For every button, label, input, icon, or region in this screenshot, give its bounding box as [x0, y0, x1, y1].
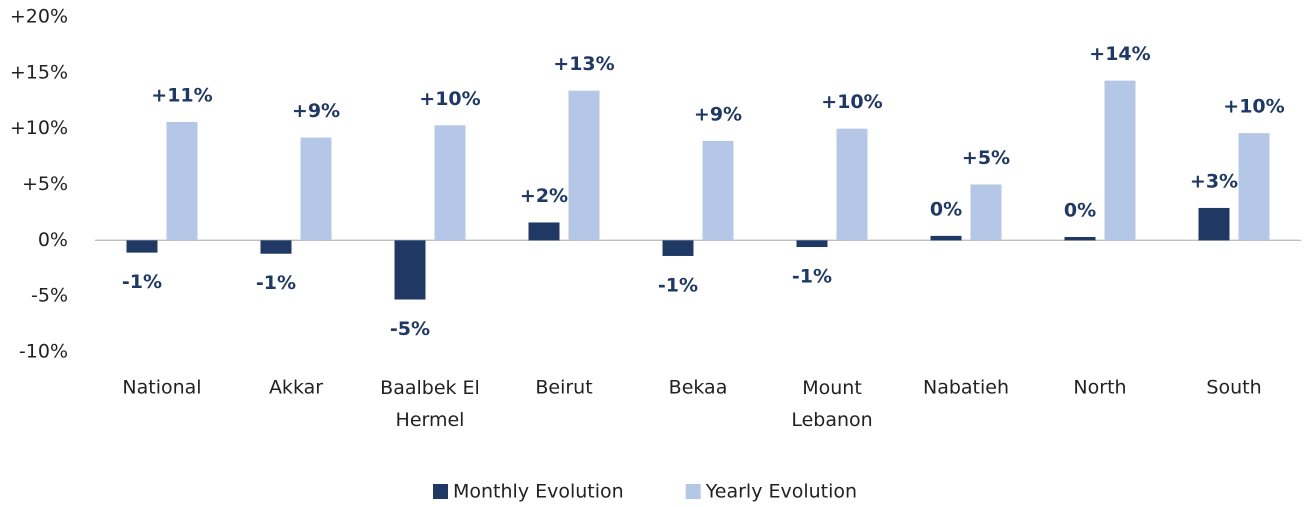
legend-swatch	[685, 484, 701, 499]
bar	[836, 128, 868, 241]
bar	[1064, 236, 1096, 241]
x-tick-label: National	[122, 377, 201, 399]
value-label: +11%	[151, 84, 212, 106]
bar	[394, 240, 426, 300]
y-tick-label: -10%	[19, 341, 68, 363]
value-label: -1%	[256, 272, 296, 294]
value-label: +5%	[962, 147, 1010, 169]
value-label: 0%	[1064, 199, 1096, 221]
bar	[930, 235, 962, 241]
value-label: +3%	[1190, 170, 1238, 192]
bar	[796, 240, 828, 248]
legend-label: Yearly Evolution	[705, 481, 857, 503]
value-label: +14%	[1089, 43, 1150, 65]
bar	[702, 140, 734, 241]
legend-label: Monthly Evolution	[453, 481, 624, 503]
x-tick-label: South	[1206, 377, 1261, 399]
value-label: +2%	[520, 185, 568, 207]
bar	[1104, 80, 1136, 241]
value-label: 0%	[930, 198, 962, 220]
x-tick-label: Baalbek El Hermel	[380, 377, 480, 431]
y-tick-label: 0%	[38, 229, 68, 251]
x-tick-label: Beirut	[535, 377, 592, 399]
value-label: +13%	[553, 53, 614, 75]
bar	[300, 137, 332, 241]
legend: Monthly Evolution Yearly Evolution	[433, 481, 857, 503]
bar	[568, 90, 600, 241]
value-label: +10%	[821, 91, 882, 113]
value-label: +10%	[1223, 96, 1284, 118]
y-tick-label: -5%	[31, 285, 68, 307]
x-tick-label: Nabatieh	[923, 377, 1009, 399]
y-tick-label: +5%	[22, 173, 68, 195]
y-tick-label: +10%	[10, 117, 68, 139]
value-label: -1%	[658, 274, 698, 296]
value-label: -5%	[390, 318, 430, 340]
bar	[166, 121, 198, 241]
value-label: +10%	[419, 88, 480, 110]
x-tick-label: North	[1073, 377, 1126, 399]
bar	[126, 240, 158, 253]
bar	[1198, 207, 1230, 241]
value-label: -1%	[792, 266, 832, 288]
bar	[260, 240, 292, 254]
value-label: +9%	[292, 100, 340, 122]
bar	[1238, 133, 1270, 241]
value-label: -1%	[122, 271, 162, 293]
x-tick-label: Mount Lebanon	[791, 377, 872, 431]
value-label: +9%	[694, 103, 742, 125]
bar	[434, 125, 466, 241]
bar	[662, 240, 694, 256]
x-tick-label: Bekaa	[669, 377, 728, 399]
y-tick-label: +20%	[10, 6, 68, 28]
x-tick-label: Akkar	[269, 377, 323, 399]
bar	[528, 222, 560, 241]
legend-swatch	[433, 484, 448, 499]
y-tick-label: +15%	[10, 61, 68, 83]
bar	[970, 184, 1002, 241]
